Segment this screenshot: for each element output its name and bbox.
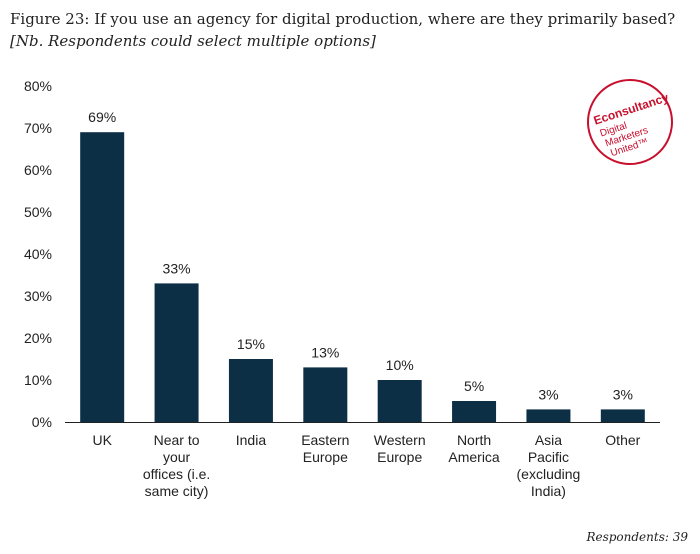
data-label: 10% (386, 357, 414, 373)
data-label: 3% (538, 386, 558, 402)
y-tick-label: 40% (24, 246, 52, 262)
x-tick-label: India) (531, 483, 566, 499)
chart-title-note: [Nb. Respondents could select multiple o… (10, 32, 376, 50)
y-tick-label: 0% (32, 414, 52, 430)
y-tick-label: 20% (24, 330, 52, 346)
bars (80, 132, 645, 422)
bar (228, 359, 273, 422)
x-tick-label: North (457, 432, 491, 448)
data-label: 5% (464, 378, 484, 394)
y-tick-label: 70% (24, 120, 52, 136)
x-tick-label: your (163, 449, 191, 465)
y-axis: 0% 10% 20% 30% 40% 50% 60% 70% 80% (24, 78, 52, 430)
data-label: 15% (237, 336, 265, 352)
y-tick-label: 50% (24, 204, 52, 220)
logo-brand: Econsultancy (592, 90, 671, 128)
y-tick-label: 30% (24, 288, 52, 304)
x-tick-label: (excluding (517, 466, 581, 482)
x-tick-label: America (448, 449, 500, 465)
bar (452, 401, 497, 422)
x-tick-label: Eastern (301, 432, 349, 448)
bar (154, 283, 199, 422)
chart-title-main: Figure 23: If you use an agency for digi… (10, 10, 676, 28)
x-tick-label: Other (605, 432, 640, 448)
data-label: 13% (311, 344, 339, 360)
x-tick-label: Europe (377, 449, 422, 465)
x-tick-label: UK (92, 432, 112, 448)
bar (80, 132, 125, 422)
x-tick-label: Near to (154, 432, 200, 448)
chart-title: Figure 23: If you use an agency for digi… (10, 8, 690, 52)
x-tick-label: Europe (303, 449, 348, 465)
x-tick-label: same city) (145, 483, 209, 499)
x-tick-label: Asia (535, 432, 562, 448)
data-labels: 69% 33% 15% 13% 10% 5% 3% 3% (88, 109, 633, 402)
data-label: 33% (163, 260, 191, 276)
y-tick-label: 60% (24, 162, 52, 178)
bar (526, 409, 571, 422)
y-tick-label: 80% (24, 78, 52, 94)
logo-ring (587, 79, 673, 165)
data-label: 3% (613, 386, 633, 402)
x-tick-label: India (236, 432, 267, 448)
econsultancy-logo: Econsultancy Digital Marketers United™ (587, 79, 673, 165)
y-tick-label: 10% (24, 372, 52, 388)
x-tick-label: offices (i.e. (143, 466, 210, 482)
bar (600, 409, 645, 422)
x-tick-label: Pacific (528, 449, 569, 465)
data-label: 69% (88, 109, 116, 125)
bar (303, 367, 348, 422)
respondents-note: Respondents: 39 (586, 530, 688, 544)
x-tick-label: Western (374, 432, 426, 448)
bar (377, 380, 422, 422)
